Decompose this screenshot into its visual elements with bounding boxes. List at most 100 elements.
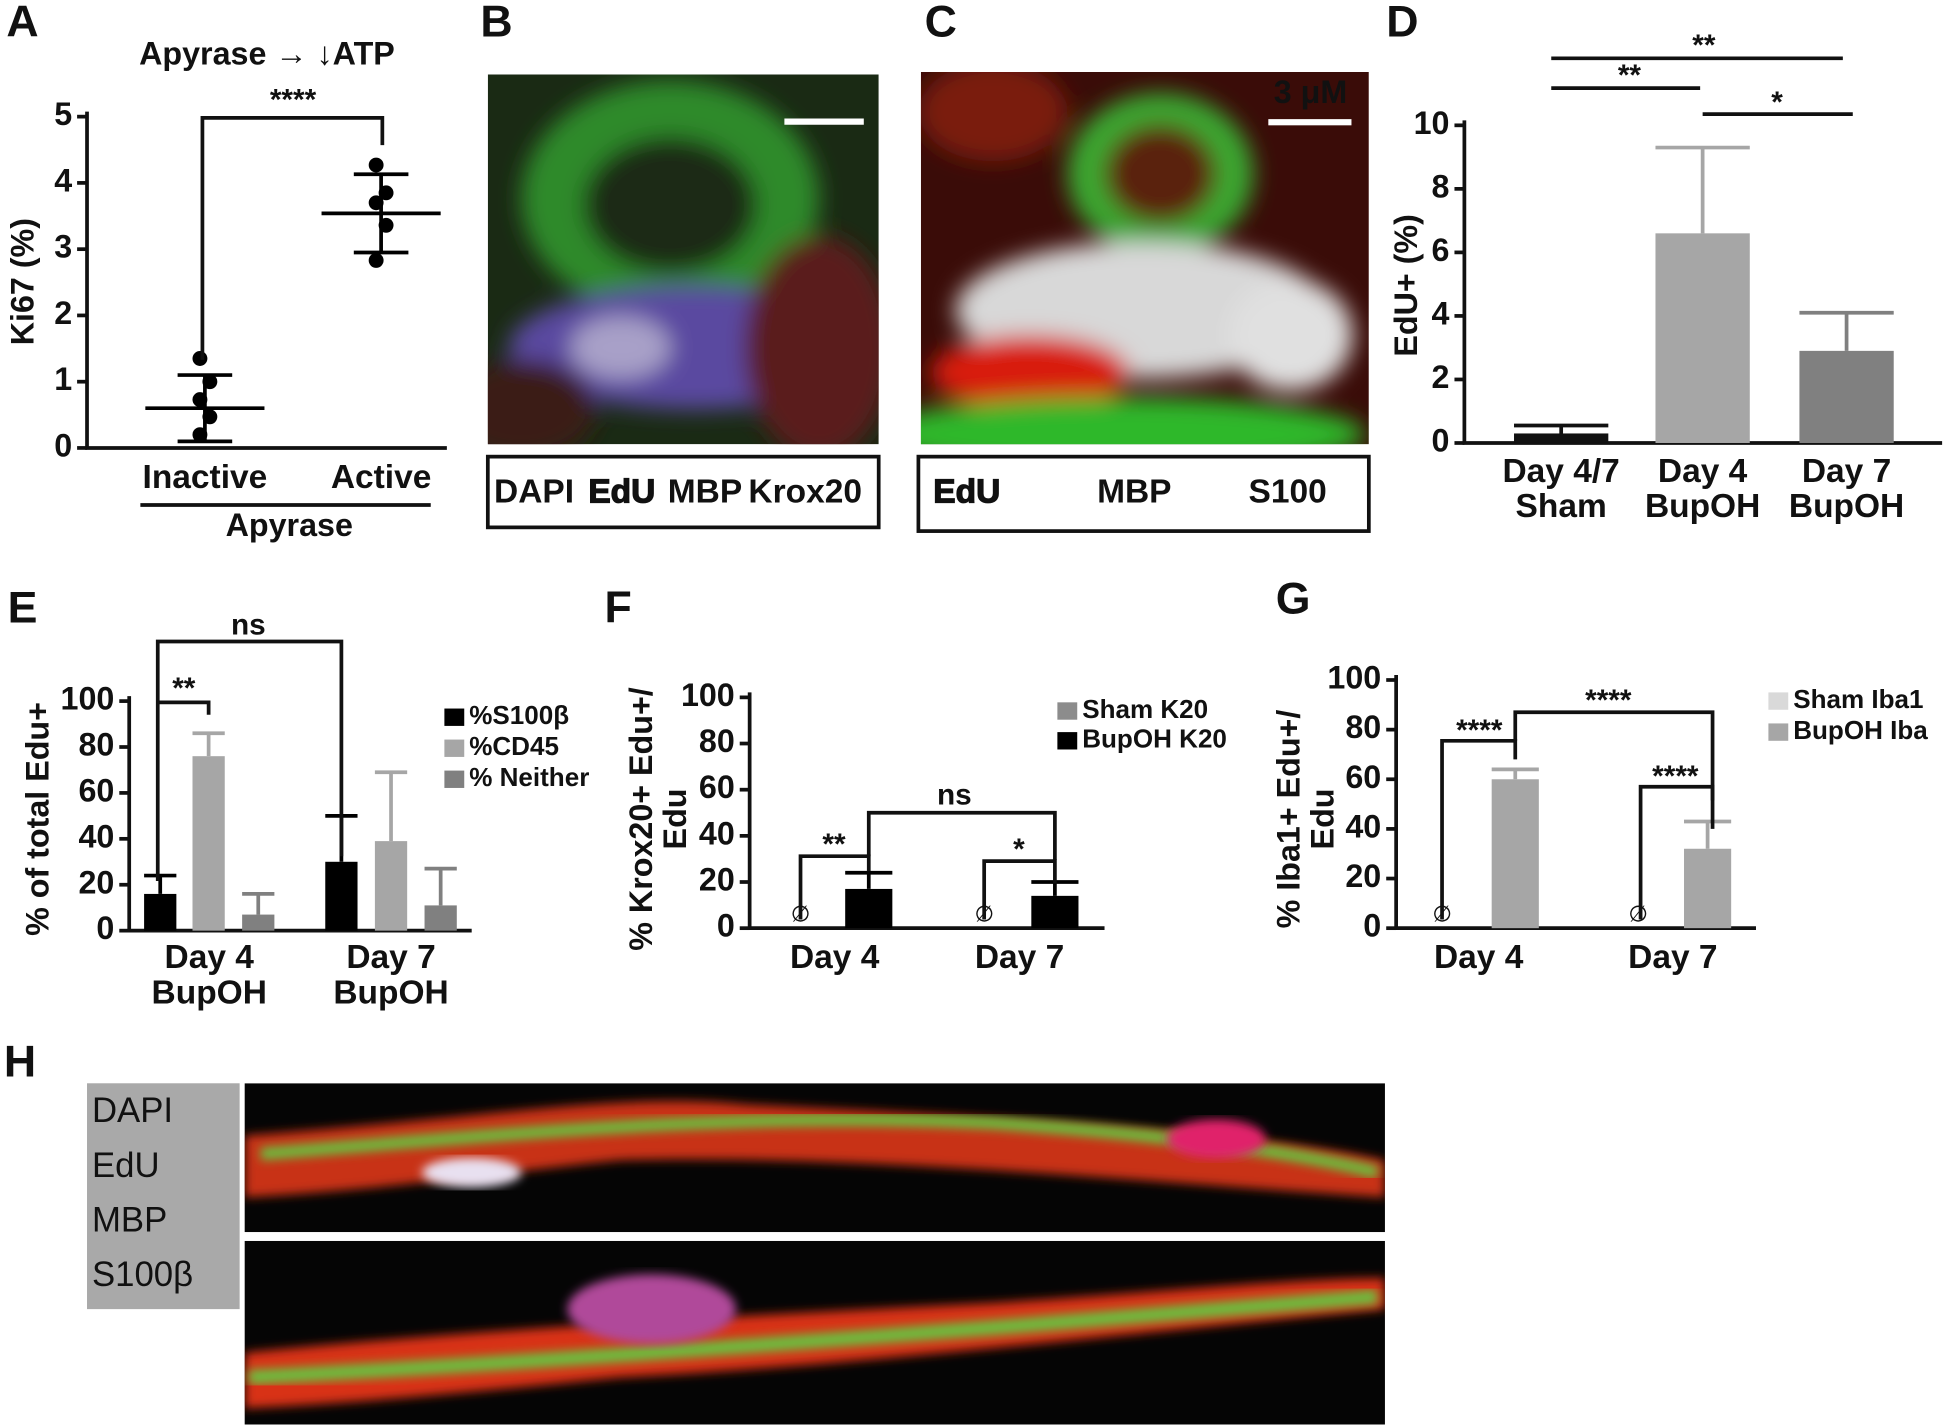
error-bar [192,731,225,757]
legend-box-c [916,454,1371,533]
x-tick-label: Inactive [143,459,268,496]
bar [1031,895,1079,929]
legend-swatch [444,739,465,757]
x-tick-label: Active [331,459,432,496]
legend-box-h [87,1083,240,1310]
y-tick-label: 4 [54,162,72,198]
significance-bracket [200,116,385,360]
legend-label: BupOH Iba [1793,715,1928,745]
image-legend-label: Krox20 [748,474,862,511]
x-tick-label: Day 4 BupOH [1645,453,1760,525]
y-tick-label: 80 [1345,709,1381,745]
scale-bar-label: 3 μM [1274,74,1348,110]
group-label: Apyrase [226,507,353,543]
error-bar [1655,145,1750,234]
significance-label: **** [1456,714,1503,747]
y-axis-label: Ki67 (%) [4,218,40,345]
sd-bar [177,373,233,444]
data-point [192,351,208,366]
error-bar [1031,880,1079,896]
y-tick-label: 1 [54,361,72,397]
chart-title: Apyrase → ↓ATP [139,35,395,71]
y-tick-label: 100 [1327,660,1381,696]
value-label: ∅ [1628,902,1647,927]
legend-swatch [444,770,465,788]
error-bar [1514,423,1609,434]
legend-box-b [485,454,881,530]
x-tick-label: Day 7 BupOH [1789,453,1904,525]
y-tick-label: 8 [1432,168,1450,204]
x-tick-label: Day 4/7 Sham [1503,453,1620,525]
y-tick-label: 80 [78,727,114,763]
error-bar [242,892,275,915]
significance-label: **** [1585,684,1632,717]
y-tick-label: 40 [699,815,735,851]
error-bar [144,873,177,894]
legend-label: Sham K20 [1082,694,1208,724]
y-tick-label: 20 [78,864,114,900]
panel-letter: E [8,583,38,632]
data-point [368,252,384,268]
y-tick-label: 60 [1345,759,1381,795]
image-legend-label: S100β [92,1256,193,1294]
y-tick-label: 100 [681,677,735,713]
error-bar [1799,310,1894,351]
y-tick-label: 0 [54,427,72,463]
legend-label: %CD45 [469,731,559,761]
image-legend-label: DAPI [92,1092,173,1130]
significance-label: ns [937,778,972,811]
significance-bracket [155,639,344,882]
y-tick-label: 0 [96,910,114,946]
y-tick-label: 80 [699,723,735,759]
bar [374,841,408,931]
bar [845,888,893,929]
y-tick-label: 6 [1432,232,1450,268]
significance-label: **** [1652,760,1699,793]
x-tick-label: Day 7 [1628,939,1717,976]
panel-letter: F [604,583,631,632]
panel-letter: H [4,1037,36,1086]
image-legend-label: EdU [933,474,1000,511]
panel-letter: C [925,0,957,47]
micrograph-h1 [244,1083,1385,1233]
y-tick-label: 10 [1414,105,1450,141]
error-bar [1491,767,1539,780]
image-legend-label: S100 [1248,474,1326,511]
bar [325,861,358,931]
legend-label: BupOH K20 [1082,724,1227,754]
x-tick-label: Day 7 BupOH [333,939,448,1011]
bar [144,893,177,931]
significance-bracket [1440,738,1518,920]
x-tick-label: Day 4 [1434,939,1524,976]
significance-label: * [1771,86,1783,119]
sd-bar [353,172,409,255]
significance-bracket [157,700,211,715]
significance-label: ** [822,828,846,861]
axis [85,111,447,450]
y-tick-label: 0 [1363,908,1381,944]
image-legend-label: EdU [588,474,655,511]
y-tick-label: 40 [78,818,114,854]
significance-bracket [982,859,1057,920]
y-tick-label: 60 [78,772,114,808]
micrograph-h2 [244,1240,1385,1425]
significance-label: ** [1692,29,1716,62]
panel-letter: A [6,0,38,47]
micrograph-c [920,71,1369,445]
bar [1655,233,1750,443]
legend-label: Sham Iba1 [1793,684,1923,714]
significance-label: * [1013,833,1025,866]
y-tick-label: 2 [1432,359,1450,395]
y-tick-label: 100 [61,681,115,717]
legend-swatch [1057,732,1078,750]
error-bar [374,770,408,842]
y-tick-label: 4 [1432,295,1450,331]
significance-label: ** [172,672,196,705]
significance-label: **** [270,84,317,117]
panel-letter: G [1276,575,1311,624]
significance-label: ** [1618,59,1642,92]
y-tick-label: 60 [699,769,735,805]
legend-swatch [444,708,465,726]
micrograph-b [487,74,879,445]
significance-bracket [798,854,871,920]
